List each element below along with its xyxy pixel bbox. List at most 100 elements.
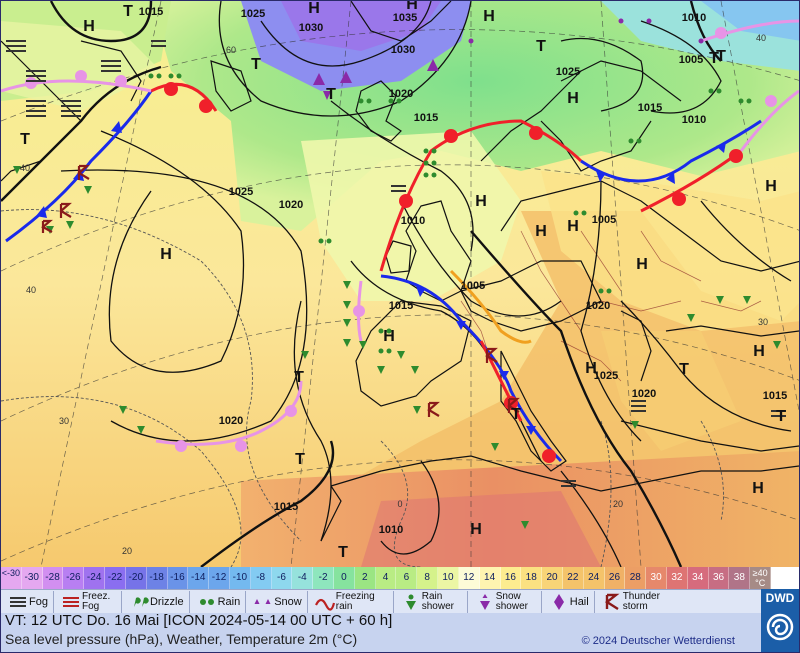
isobar-label: 1025 bbox=[594, 370, 618, 382]
occlusion-atlantic bbox=[1, 79, 152, 93]
pressure-center-high: H bbox=[470, 521, 482, 538]
isobar-label: 1030 bbox=[299, 22, 323, 34]
color-scale-cell: 24 bbox=[583, 567, 605, 589]
legend-drizzle: Drizzle bbox=[128, 591, 190, 613]
color-scale-cell: -22 bbox=[105, 567, 126, 589]
legend-rain-label: Rain bbox=[217, 596, 241, 608]
isobar-label: 1020 bbox=[586, 300, 610, 312]
color-scale-cell: -2 bbox=[313, 567, 334, 589]
isobar-label: 1030 bbox=[391, 44, 415, 56]
color-scale-cell: 10 bbox=[438, 567, 459, 589]
color-scale-cell: 18 bbox=[521, 567, 543, 589]
legend-thunderstorm: Thunder storm bbox=[601, 591, 676, 613]
weather-legend: Fog Freez. Fog Drizzle Rain Snow Freezin… bbox=[1, 589, 761, 614]
isobar-label: 1020 bbox=[279, 199, 303, 211]
isobar-label: 1010 bbox=[379, 524, 403, 536]
color-scale-cell: -6 bbox=[271, 567, 293, 589]
isobar-label: 1025 bbox=[241, 8, 265, 20]
rain-icon bbox=[199, 599, 214, 605]
legend-rain-shower: Rain shower bbox=[400, 591, 468, 613]
pressure-center-high: H bbox=[753, 343, 765, 360]
color-scale-cell: 26 bbox=[604, 567, 626, 589]
isotherm-label: 40 bbox=[26, 285, 36, 295]
color-scale-cell: -16 bbox=[167, 567, 189, 589]
pressure-center-low: T bbox=[326, 86, 336, 103]
pressure-center-high: H bbox=[765, 178, 777, 195]
color-scale-cell: 16 bbox=[500, 567, 522, 589]
color-scale-cell: -30 bbox=[21, 567, 43, 589]
isobar-label: 1010 bbox=[401, 215, 425, 227]
isobar-labels: 1015 1025 1035 1030 1030 1025 1010 1005 1015 1010… bbox=[139, 6, 787, 536]
pressure-center-low: T bbox=[776, 408, 786, 425]
color-scale-cell: 4 bbox=[375, 567, 397, 589]
color-scale-cell: 12 bbox=[458, 567, 480, 589]
occlusion-north-east bbox=[700, 19, 799, 43]
legend-freezing-rain: Freezing rain bbox=[314, 591, 394, 613]
isobar-label: 1005 bbox=[461, 280, 485, 292]
dwd-swirl-icon bbox=[766, 613, 794, 641]
warm-front-alps bbox=[479, 340, 523, 422]
color-scale-cell: 14 bbox=[479, 567, 501, 589]
legend-rain-shower-label: Rain shower bbox=[421, 591, 454, 612]
snow-shower-icon bbox=[479, 594, 490, 610]
pressure-center-low: T bbox=[716, 48, 726, 65]
pressure-center-high: H bbox=[752, 480, 764, 497]
color-scale-cell: 6 bbox=[396, 567, 418, 589]
pressure-center-low: T bbox=[536, 38, 546, 55]
pressure-center-low: T bbox=[294, 369, 304, 386]
rain-shower-icon bbox=[405, 594, 416, 610]
snow-icon bbox=[254, 599, 271, 604]
pressure-center-low: T bbox=[338, 544, 348, 561]
legend-hail: Hail bbox=[548, 591, 595, 613]
color-scale-cell: 20 bbox=[542, 567, 563, 589]
isobar-label: 1015 bbox=[414, 112, 438, 124]
isotherm-label: 40 bbox=[756, 33, 766, 43]
color-scale-cell: 38 bbox=[729, 567, 751, 589]
color-scale-cell: -12 bbox=[209, 567, 230, 589]
temperature-field bbox=[1, 1, 799, 567]
isotherm-label: 30 bbox=[758, 317, 768, 327]
pressure-center-high: H bbox=[567, 90, 579, 107]
weather-symbols bbox=[6, 18, 786, 529]
color-scale-cell: -26 bbox=[63, 567, 85, 589]
isotherm-label: 40 bbox=[20, 163, 30, 173]
isotherm-label: 60 bbox=[226, 45, 236, 55]
fronts bbox=[1, 19, 799, 463]
color-scale-cell: -20 bbox=[125, 567, 147, 589]
isobar-label: 1015 bbox=[763, 390, 787, 402]
pressure-center-low: T bbox=[679, 361, 689, 378]
isobar-label: 1025 bbox=[556, 66, 580, 78]
legend-rain: Rain bbox=[196, 591, 247, 613]
legend-freezing-rain-label: Freezing rain bbox=[335, 591, 375, 612]
isobar-label: 1015 bbox=[274, 501, 298, 513]
pressure-center-high: H bbox=[483, 8, 495, 25]
valid-time-text: VT: 12 UTC Do. 16 Mai [ICON 2024-05-14 0… bbox=[5, 612, 393, 629]
color-scale-cell: 34 bbox=[687, 567, 709, 589]
chart-footer: VT: 12 UTC Do. 16 Mai [ICON 2024-05-14 0… bbox=[1, 612, 761, 652]
legend-snow-shower: Snow shower bbox=[474, 591, 542, 613]
color-scale-cell: 0 bbox=[334, 567, 355, 589]
legend-freezing-fog: Freez. Fog bbox=[60, 591, 122, 613]
pressure-center-high: H bbox=[585, 360, 597, 377]
color-scale-cell: -8 bbox=[250, 567, 272, 589]
pressure-center-high: H bbox=[406, 1, 418, 13]
legend-drizzle-label: Drizzle bbox=[149, 596, 184, 608]
color-scale-cell: -24 bbox=[84, 567, 106, 589]
legend-snow-label: Snow bbox=[274, 596, 302, 608]
color-scale-cell: -14 bbox=[188, 567, 210, 589]
pressure-center-low: T bbox=[511, 406, 521, 423]
isobar-label: 1010 bbox=[682, 114, 706, 126]
pressure-center-low: T bbox=[20, 131, 30, 148]
thunderstorm-icon bbox=[604, 593, 620, 611]
color-scale-cell: 22 bbox=[562, 567, 584, 589]
color-scale-cell: ≥40 °C bbox=[750, 567, 772, 589]
color-scale-cell: 2 bbox=[354, 567, 376, 589]
occlusion-biscay bbox=[155, 380, 303, 446]
color-scale-cell: -28 bbox=[42, 567, 64, 589]
pressure-center-high: H bbox=[535, 223, 547, 240]
isobar-label: 1020 bbox=[632, 388, 656, 400]
color-scale-cell: 30 bbox=[646, 567, 667, 589]
dwd-logo-text: DWD bbox=[765, 591, 795, 605]
